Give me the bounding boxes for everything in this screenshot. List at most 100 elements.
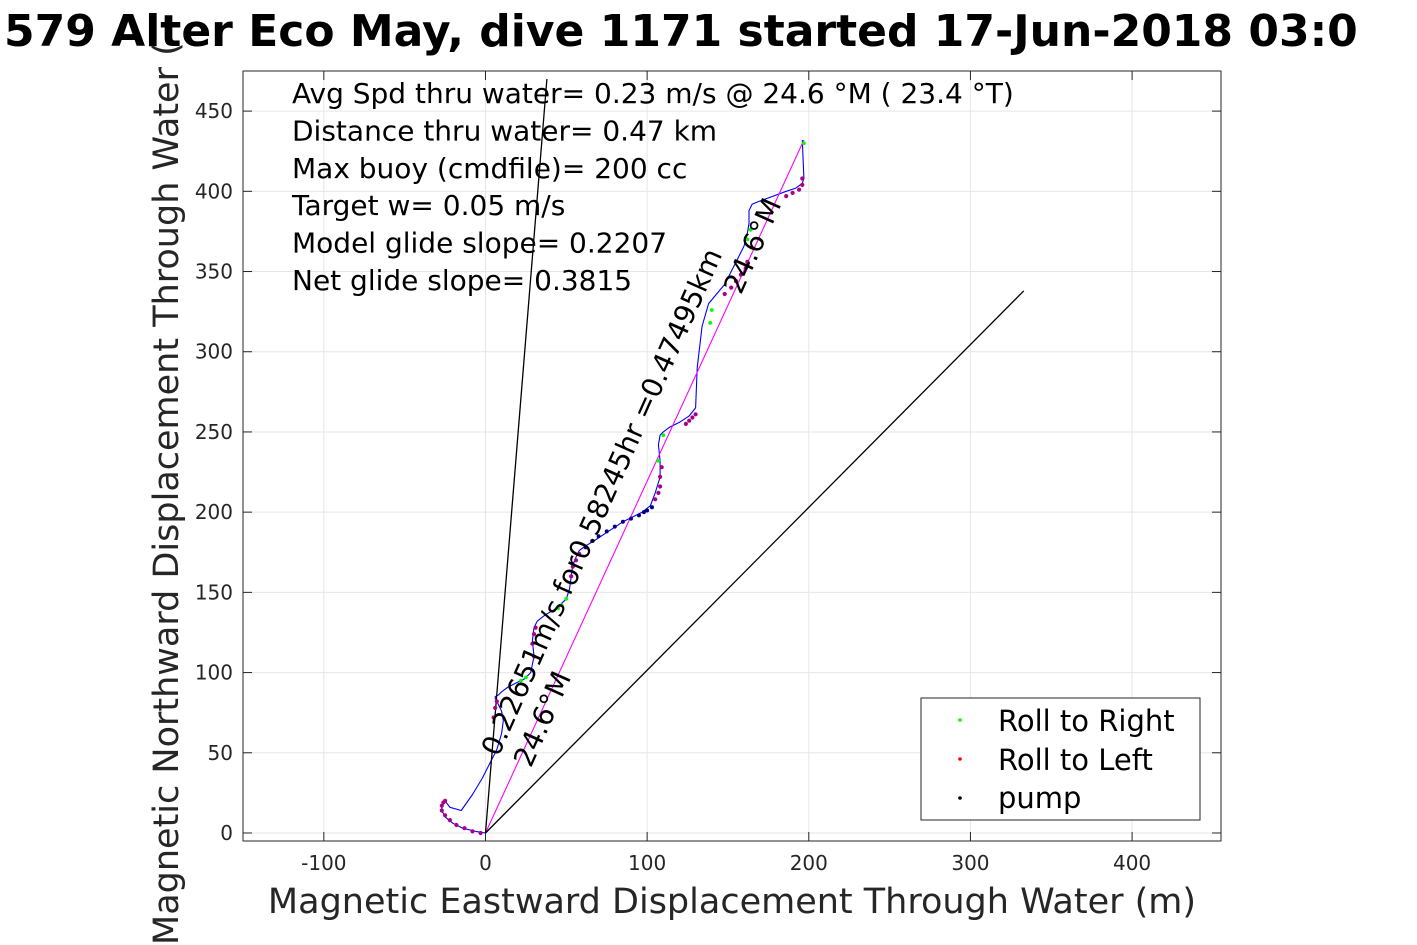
roll-left-point <box>738 272 744 277</box>
roll-left-point <box>790 190 795 195</box>
legend-marker-roll-right <box>958 718 962 722</box>
pump-point <box>650 505 654 510</box>
roll-left-point <box>733 279 739 284</box>
y-tick-label: 150 <box>195 580 233 604</box>
roll-left-point <box>729 285 734 290</box>
roll-right-point <box>564 596 569 601</box>
y-tick-label: 350 <box>195 260 233 284</box>
pump-point <box>590 539 595 543</box>
pump-point <box>604 529 609 534</box>
y-tick-label: 300 <box>195 340 233 364</box>
roll-right-point <box>708 321 713 325</box>
track-annotation: 24.6°M <box>717 193 788 298</box>
roll-left-point <box>577 551 582 557</box>
roll-right-point <box>745 237 750 242</box>
info-line: Avg Spd thru water= 0.23 m/s @ 24.6 °M (… <box>292 77 1014 110</box>
x-tick-label: 0 <box>479 851 492 875</box>
grid-layer <box>243 71 1221 841</box>
roll-left-point <box>494 699 499 704</box>
roll-left-point <box>443 813 448 818</box>
pump-point <box>620 519 625 524</box>
x-axis-label: Magnetic Eastward Displacement Through W… <box>268 882 1196 922</box>
roll-left-point <box>800 176 805 181</box>
roll-right-point <box>748 227 753 232</box>
roll-left-point <box>570 564 575 569</box>
roll-left-point <box>443 798 448 804</box>
x-tick-label: 200 <box>790 851 828 875</box>
y-tick-label: 50 <box>208 741 233 765</box>
roll-left-point <box>493 705 498 711</box>
info-text-block: Avg Spd thru water= 0.23 m/s @ 24.6 °M (… <box>291 77 1014 297</box>
pump-point <box>645 508 650 513</box>
roll-left-point <box>454 822 459 828</box>
roll-right-point <box>524 675 528 680</box>
info-line: Model glide slope= 0.2207 <box>292 227 667 260</box>
x-tick-label: -100 <box>301 851 346 875</box>
y-tick-label: 400 <box>195 179 233 203</box>
roll-right-point <box>661 433 666 437</box>
pump-point <box>583 545 588 550</box>
roll-right-point <box>559 603 564 608</box>
legend-label-roll-left: Roll to Left <box>998 743 1153 777</box>
roll-left-point <box>683 421 689 426</box>
roll-left-point <box>745 259 750 264</box>
ticks-layer: -100 0 100 200 300 400 0 50 100 150 200 250 300 350 40… <box>195 71 1221 875</box>
y-axis-label: Magnetic Northward Displacement Through … <box>147 42 187 945</box>
y-tick-label: 100 <box>195 661 233 685</box>
roll-left-point <box>491 715 496 720</box>
roll-right-point <box>519 678 523 683</box>
roll-right-point <box>802 141 806 146</box>
roll-left-point <box>687 418 692 423</box>
roll-left-point <box>530 641 535 646</box>
roll-left-point <box>658 484 663 489</box>
legend: Roll to Right Roll to Left pump <box>920 697 1201 821</box>
legend-box <box>920 697 1201 821</box>
roll-left-point <box>478 830 483 836</box>
legend-marker-roll-left <box>958 757 962 761</box>
plot-frame <box>242 70 1222 842</box>
pump-point <box>596 534 601 539</box>
info-line: Target w= 0.05 m/s <box>291 189 565 222</box>
roll-left-point <box>531 632 537 637</box>
roll-left-point <box>439 808 444 813</box>
x-tick-label: 400 <box>1113 851 1151 875</box>
roll-left-point <box>722 291 727 297</box>
pump-point <box>637 513 641 518</box>
roll-right-point <box>556 606 561 611</box>
roll-left-point <box>462 826 467 831</box>
roll-left-point <box>690 415 695 420</box>
series-line-track <box>441 139 805 834</box>
x-tick-label: 100 <box>628 851 666 875</box>
series-line-heading <box>485 139 805 834</box>
roll-right-point <box>709 308 714 312</box>
roll-left-point <box>743 266 748 271</box>
pump-point <box>612 524 617 529</box>
pump-point <box>629 516 633 521</box>
data-layer <box>439 78 1025 836</box>
y-tick-label: 0 <box>220 821 233 845</box>
roll-left-point <box>659 465 664 470</box>
pump-point <box>641 510 646 515</box>
roll-left-point <box>447 818 452 823</box>
y-tick-label: 200 <box>195 500 233 524</box>
legend-marker-pump <box>958 796 962 800</box>
roll-left-point <box>470 829 475 834</box>
roll-left-point <box>573 558 579 563</box>
roll-left-point <box>533 625 538 630</box>
legend-label-pump: pump <box>998 781 1081 815</box>
x-tick-label: 300 <box>951 851 989 875</box>
info-line: Max buoy (cmdfile)= 200 cc <box>292 152 687 185</box>
chart-title: 579 Alter Eco May, dive 1171 started 17-… <box>4 6 1358 57</box>
roll-left-point <box>658 474 663 479</box>
roll-left-point <box>569 574 574 579</box>
roll-left-point <box>797 187 802 192</box>
roll-left-point <box>439 803 444 808</box>
roll-left-point <box>784 194 789 199</box>
series-line-reference <box>485 290 1025 834</box>
y-tick-label: 450 <box>195 99 233 123</box>
roll-right-point <box>656 458 661 463</box>
info-line: Distance thru water= 0.47 km <box>292 114 717 147</box>
roll-left-point <box>653 497 658 502</box>
legend-label-roll-right: Roll to Right <box>998 704 1175 738</box>
